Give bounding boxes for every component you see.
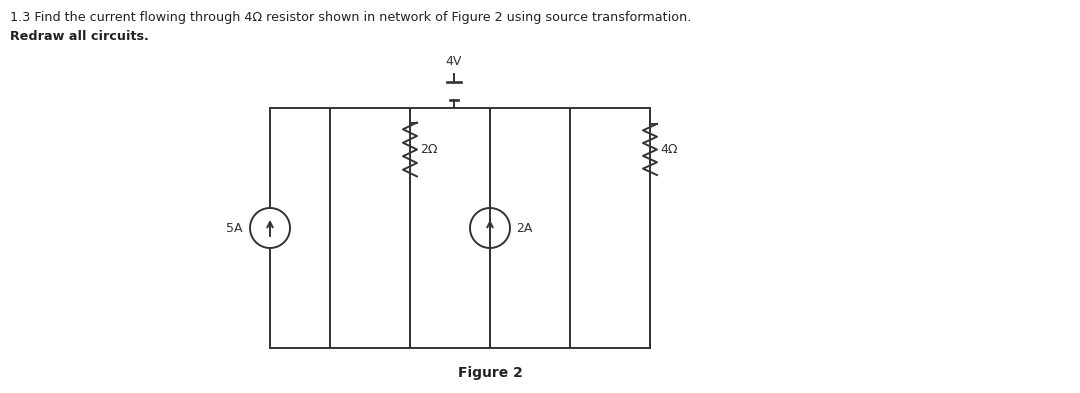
Text: Redraw all circuits.: Redraw all circuits. xyxy=(10,30,149,43)
Text: 1.3 Find the current flowing through 4Ω resistor shown in network of Figure 2 us: 1.3 Find the current flowing through 4Ω … xyxy=(10,11,691,24)
Text: 5A: 5A xyxy=(227,222,243,235)
Text: 4Ω: 4Ω xyxy=(660,143,677,156)
Text: 2Ω: 2Ω xyxy=(420,143,437,156)
Text: Figure 2: Figure 2 xyxy=(458,366,523,380)
Text: 4V: 4V xyxy=(446,55,462,68)
Text: 2A: 2A xyxy=(516,222,532,235)
